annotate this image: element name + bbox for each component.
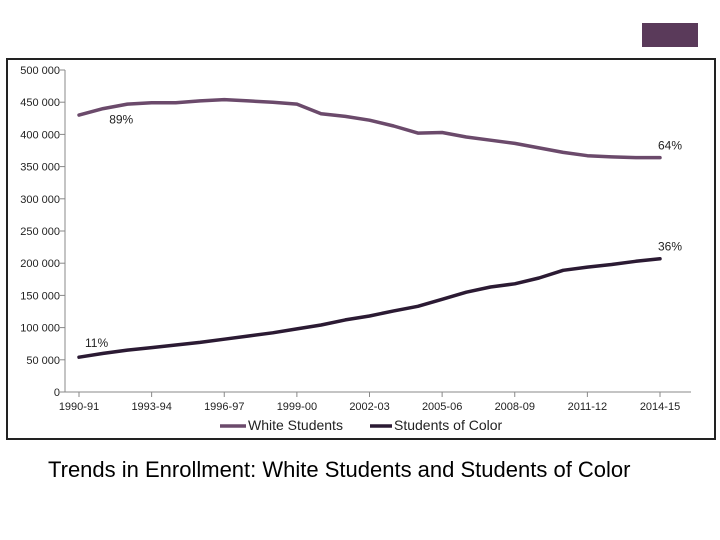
x-tick-label: 1996-97 [204,401,244,413]
percent-annotation: 11% [85,336,108,350]
white-students-line [77,97,662,160]
x-tick-label: 2008-09 [495,401,535,413]
x-tick-label: 2014-15 [640,401,680,413]
y-tick-label: 50 000 [26,355,60,367]
legend-label-students-of-color: Students of Color [394,417,503,433]
y-tick-label: 500 000 [20,65,60,77]
x-tick-label: 1990-91 [59,401,99,413]
y-tick-label: 200 000 [20,258,60,270]
slide-caption: Trends in Enrollment: White Students and… [48,457,631,482]
percent-annotation: 36% [658,240,682,254]
percent-annotation: 64% [658,139,682,153]
y-tick-label: 0 [54,387,60,399]
y-tick-label: 150 000 [20,290,60,302]
chart-frame: 0 50 000 100 000 150 000 200 000 250 000 300 0… [6,58,716,440]
x-tick-label: 2005-06 [422,401,462,413]
y-tick-label: 300 000 [20,194,60,206]
y-tick-label: 350 000 [20,162,60,174]
percent-annotation: 89% [109,113,133,127]
y-tick-label: 400 000 [20,129,60,141]
y-tick-label: 450 000 [20,97,60,109]
legend-label-white-students: White Students [248,417,343,433]
students-of-color-line [77,256,662,359]
x-tick-label: 2011-12 [568,401,608,413]
x-tick-label: 1993-94 [131,401,171,413]
accent-box [642,23,698,47]
x-tick-label: 1999-00 [277,401,317,413]
enrollment-line-chart: 0 50 000 100 000 150 000 200 000 250 000 300 0… [20,65,691,433]
y-tick-label: 100 000 [20,323,60,335]
x-tick-label: 2002-03 [349,401,389,413]
y-tick-label: 250 000 [20,226,60,238]
